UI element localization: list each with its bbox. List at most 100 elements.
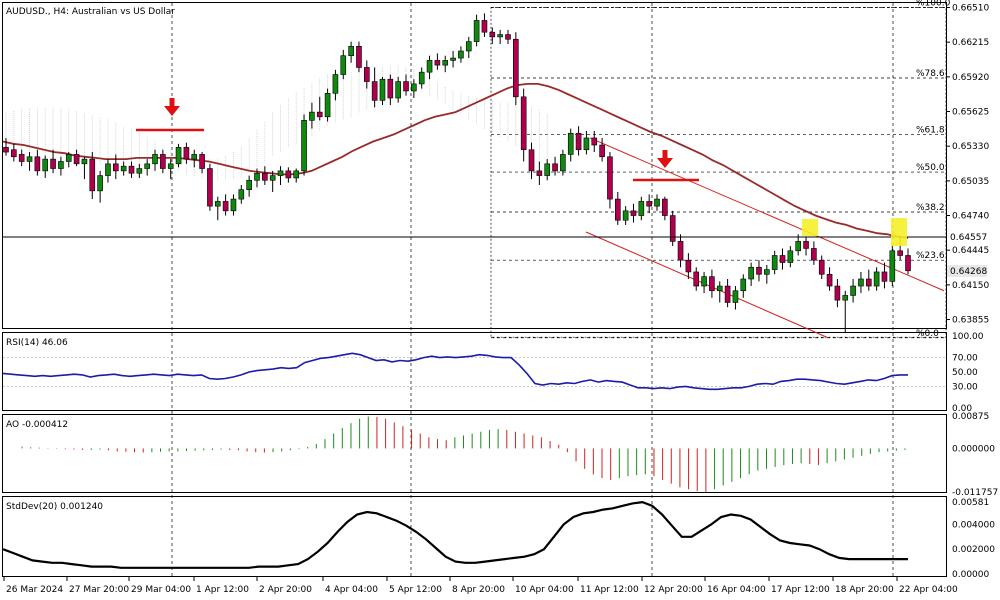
highlight-box bbox=[891, 218, 907, 246]
candle-bear bbox=[222, 201, 229, 212]
channel-lower-line[interactable] bbox=[585, 231, 829, 339]
candle-bull bbox=[230, 198, 237, 212]
candle-bull bbox=[473, 20, 480, 42]
candle-bear bbox=[662, 198, 668, 216]
candle-bear bbox=[897, 250, 903, 256]
candle-bull bbox=[332, 74, 339, 94]
candle-bull bbox=[136, 168, 143, 174]
candle-bull bbox=[716, 285, 723, 292]
candle-bear bbox=[834, 285, 841, 301]
candle-bear bbox=[18, 154, 25, 162]
candle-bull bbox=[175, 147, 182, 165]
fibonacci-level-label: %78.6 bbox=[916, 69, 945, 79]
rsi-tick-label: 30.00 bbox=[952, 382, 978, 392]
fibonacci-level-label: %50.0 bbox=[916, 163, 945, 173]
candle-bear bbox=[818, 259, 825, 275]
highlight-box bbox=[802, 219, 818, 236]
candle-bear bbox=[575, 132, 582, 151]
candle-bear bbox=[756, 266, 762, 275]
candle-bear bbox=[630, 210, 637, 216]
arrow-head bbox=[657, 158, 673, 168]
price-tick-label: 0.64445 bbox=[952, 246, 989, 256]
candle-bull bbox=[787, 250, 794, 263]
candle-bear bbox=[528, 149, 535, 172]
candle-bear bbox=[199, 154, 205, 169]
candle-bull bbox=[497, 34, 503, 38]
ao-tick-label: 0.00875 bbox=[952, 412, 989, 422]
candle-bear bbox=[513, 38, 519, 98]
rsi-indicator: 100.00 70.00 50.00 30.00 0.00 bbox=[2, 332, 984, 414]
candle-bull bbox=[97, 175, 103, 192]
candle-bear bbox=[677, 241, 684, 261]
rsi-tick-label: 70.00 bbox=[952, 354, 978, 364]
time-tick-label: 2 Apr 20:00 bbox=[259, 585, 312, 595]
stddev-tick-label: 0.00000 bbox=[952, 570, 989, 580]
candle-bull bbox=[395, 81, 401, 99]
candle-bull bbox=[764, 269, 770, 275]
candle-bear bbox=[614, 198, 621, 221]
candle-bull bbox=[277, 170, 284, 176]
chart-title: AUDUSD., H4: Australian vs US Dollar bbox=[6, 7, 175, 17]
time-tick-label: 4 Apr 04:00 bbox=[325, 585, 378, 595]
candle-bull bbox=[65, 154, 72, 162]
candle-bull bbox=[309, 111, 315, 121]
time-tick-label: 1 Apr 12:00 bbox=[196, 585, 249, 595]
candle-bull bbox=[442, 60, 449, 66]
time-tick-label: 10 Apr 04:00 bbox=[515, 585, 574, 595]
price-tag bbox=[947, 231, 987, 244]
candle-bear bbox=[489, 31, 496, 38]
arrow-shaft bbox=[662, 150, 668, 160]
candle-bull bbox=[544, 163, 551, 176]
candle-bear bbox=[803, 241, 809, 249]
candle-bull bbox=[269, 175, 276, 181]
time-tick-label: 12 Apr 20:00 bbox=[644, 585, 703, 595]
rsi-pane[interactable] bbox=[2, 332, 947, 411]
candle-bull bbox=[105, 163, 111, 176]
price-tick-label: 0.64740 bbox=[952, 212, 989, 222]
time-tick-label: 29 Mar 04:00 bbox=[131, 585, 191, 595]
candle-bear bbox=[607, 156, 613, 200]
candle-bear bbox=[387, 78, 394, 99]
candle-bear bbox=[316, 111, 323, 118]
candle-bear bbox=[89, 158, 96, 192]
down-arrow-icon bbox=[657, 150, 673, 168]
candle-bull bbox=[560, 154, 566, 172]
candle-bull bbox=[771, 255, 778, 270]
candle-bull bbox=[411, 83, 417, 92]
arrow-shaft bbox=[169, 98, 175, 108]
time-tick-label: 22 Apr 04:00 bbox=[899, 585, 958, 595]
time-tick-label: 27 Mar 20:00 bbox=[69, 585, 129, 595]
ao-pane[interactable] bbox=[2, 414, 947, 493]
candle-bull bbox=[301, 120, 307, 172]
price-tick-label: 0.65625 bbox=[952, 108, 989, 118]
time-axis: 26 Mar 2024 27 Mar 20:00 29 Mar 04:00 1 Apr… bbox=[3, 577, 958, 595]
stddev-line bbox=[2, 500, 908, 569]
stddev-indicator: 0.00581 0.004000 0.002000 0.00000 bbox=[2, 498, 995, 580]
candle-bull bbox=[42, 158, 49, 172]
candles-group bbox=[3, 13, 911, 334]
price-tag bbox=[947, 265, 987, 278]
price-axis: 0.66510 0.66215 0.65920 0.65625 0.65330 0.650… bbox=[946, 4, 989, 326]
candle-bull bbox=[379, 78, 386, 101]
fibonacci-retracement[interactable]: %100.0 %78.6 %61.8 %50.0 %38.2 %23.6 %0.0 bbox=[490, 0, 951, 339]
candle-bear bbox=[363, 67, 370, 82]
candle-bear bbox=[3, 147, 9, 153]
candle-bear bbox=[207, 168, 213, 207]
arrow-head bbox=[164, 106, 180, 116]
price-pane[interactable] bbox=[2, 2, 947, 329]
descending-channel[interactable] bbox=[585, 137, 945, 339]
candle-bear bbox=[724, 285, 731, 303]
candle-bear bbox=[536, 170, 543, 176]
down-arrow-icon bbox=[164, 98, 180, 116]
fibonacci-level-label: %38.2 bbox=[916, 203, 945, 213]
candle-bull bbox=[638, 201, 645, 216]
candle-bull bbox=[740, 278, 747, 292]
candle-bull bbox=[340, 55, 347, 75]
stddev-pane[interactable] bbox=[2, 496, 947, 577]
price-tick-label: 0.65035 bbox=[952, 177, 989, 187]
candle-bull bbox=[81, 158, 88, 165]
candle-bear bbox=[905, 255, 911, 272]
candle-bear bbox=[811, 248, 817, 261]
channel-upper-line[interactable] bbox=[589, 137, 945, 292]
